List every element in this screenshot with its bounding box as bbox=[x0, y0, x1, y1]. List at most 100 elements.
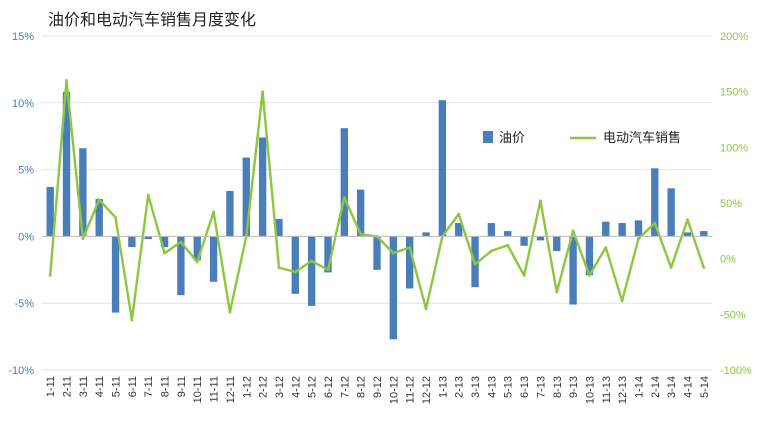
y-right-tick-label: 50% bbox=[720, 198, 742, 210]
oil-price-bar bbox=[111, 236, 120, 313]
ev-sales-point bbox=[702, 266, 706, 269]
ev-sales-point bbox=[179, 240, 183, 244]
oil-price-bar bbox=[389, 236, 398, 340]
ev-sales-point bbox=[163, 251, 166, 255]
gridlines bbox=[42, 35, 712, 371]
y-right-tick-label: 0% bbox=[720, 254, 736, 266]
ev-sales-point bbox=[81, 237, 85, 241]
bar-series bbox=[46, 92, 708, 340]
x-tick-label: 10-13 bbox=[584, 376, 596, 404]
oil-price-bar bbox=[193, 236, 201, 261]
x-tick-label: 3-13 bbox=[470, 376, 482, 398]
ev-sales-point bbox=[48, 273, 52, 277]
x-tick-label: 8-11 bbox=[160, 376, 172, 397]
ev-sales-point bbox=[669, 266, 673, 269]
oil-price-bar bbox=[585, 236, 594, 276]
ev-sales-point bbox=[637, 237, 640, 241]
oil-price-bar bbox=[128, 236, 136, 248]
y-right-tick-label: -50% bbox=[720, 309, 746, 321]
x-tick-label: 6-11 bbox=[127, 376, 139, 397]
y-left-tick-label: -10% bbox=[8, 365, 34, 377]
x-tick-label: 10-12 bbox=[388, 376, 400, 404]
y-axis-right: -100% -50% 0% 50% 100% 150% 200% bbox=[720, 31, 752, 377]
ev-sales-point bbox=[473, 262, 477, 266]
ev-sales-point bbox=[522, 273, 526, 277]
x-tick-label: 1-11 bbox=[45, 376, 57, 397]
ev-sales-point bbox=[555, 290, 559, 294]
x-tick-label: 11-13 bbox=[601, 376, 613, 403]
ev-sales-line bbox=[49, 79, 705, 322]
legend: 油价 电动汽车销售 bbox=[483, 130, 681, 145]
legend-swatch-oil bbox=[483, 131, 493, 143]
x-tick-label: 4-14 bbox=[682, 376, 694, 398]
oil-price-bar bbox=[160, 236, 169, 248]
ev-sales-point bbox=[195, 260, 199, 264]
legend-label-oil: 油价 bbox=[499, 130, 525, 145]
ev-sales-point bbox=[359, 232, 363, 236]
oil-price-bar bbox=[144, 236, 152, 240]
x-tick-label: 7-12 bbox=[339, 376, 351, 398]
oil-price-bar bbox=[258, 137, 267, 237]
ev-sales-point bbox=[539, 199, 542, 203]
x-tick-label: 12-13 bbox=[617, 376, 629, 404]
x-tick-label: 5-13 bbox=[503, 376, 515, 398]
y-right-tick-label: -100% bbox=[720, 365, 752, 377]
oil-price-bar bbox=[618, 223, 626, 237]
oil-price-bar bbox=[46, 186, 54, 237]
oil-price-bar bbox=[438, 100, 447, 237]
y-left-tick-label: -5% bbox=[14, 298, 34, 310]
oil-price-bar bbox=[667, 188, 675, 237]
ev-sales-point bbox=[391, 251, 395, 255]
x-tick-label: 1-14 bbox=[633, 376, 645, 398]
oil-price-bar bbox=[356, 189, 365, 237]
y-right-tick-label: 100% bbox=[720, 142, 748, 154]
x-tick-label: 5-14 bbox=[699, 376, 711, 398]
x-tick-label: 3-11 bbox=[78, 376, 90, 397]
oil-price-bar bbox=[209, 236, 218, 282]
x-tick-label: 11-12 bbox=[405, 376, 417, 403]
legend-label-ev: 电动汽车销售 bbox=[603, 130, 681, 145]
oil-price-bar bbox=[291, 236, 299, 294]
x-tick-label: 2-13 bbox=[454, 376, 466, 398]
y-left-tick-label: 5% bbox=[18, 165, 34, 177]
x-tick-label: 9-11 bbox=[176, 376, 188, 397]
y-left-tick-label: 0% bbox=[18, 231, 34, 243]
x-tick-label: 12-12 bbox=[421, 376, 433, 404]
ev-sales-point bbox=[97, 198, 101, 202]
y-left-tick-label: 15% bbox=[12, 31, 34, 43]
oil-price-bar bbox=[177, 236, 185, 296]
x-tick-label: 5-12 bbox=[307, 376, 319, 398]
x-tick-label: 2-14 bbox=[650, 376, 662, 398]
x-tick-label: 2-11 bbox=[62, 376, 74, 397]
ev-sales-point bbox=[408, 246, 412, 249]
ev-sales-point bbox=[489, 249, 493, 253]
y-right-tick-label: 200% bbox=[720, 31, 748, 43]
x-tick-label: 9-13 bbox=[568, 376, 580, 398]
oil-price-bar bbox=[683, 232, 692, 237]
x-tick-label: 1-13 bbox=[437, 376, 449, 398]
ev-sales-point bbox=[604, 246, 608, 249]
oil-price-bar bbox=[242, 157, 250, 237]
oil-price-bar bbox=[700, 231, 708, 237]
ev-sales-point bbox=[506, 243, 510, 247]
ev-sales-point bbox=[571, 229, 575, 233]
x-tick-label: 4-11 bbox=[94, 376, 106, 397]
ev-sales-point bbox=[653, 221, 657, 225]
ev-sales-point bbox=[114, 216, 117, 219]
oil-price-bar bbox=[504, 231, 512, 237]
x-tick-label: 4-13 bbox=[486, 376, 498, 398]
chart-title: 油价和电动汽车销售月度变化 bbox=[48, 10, 257, 29]
x-tick-label: 2-12 bbox=[258, 376, 270, 398]
oil-price-bar bbox=[324, 236, 332, 273]
oil-price-bar bbox=[373, 236, 381, 270]
ev-sales-point bbox=[212, 210, 215, 214]
ev-sales-point bbox=[424, 307, 428, 311]
ev-sales-point bbox=[146, 193, 150, 197]
x-tick-label: 8-13 bbox=[552, 376, 564, 398]
ev-sales-point bbox=[310, 259, 314, 263]
x-tick-label: 7-13 bbox=[535, 376, 547, 398]
oil-price-bar bbox=[487, 223, 496, 237]
x-tick-label: 6-13 bbox=[519, 376, 531, 398]
x-tick-label: 3-12 bbox=[274, 376, 286, 398]
